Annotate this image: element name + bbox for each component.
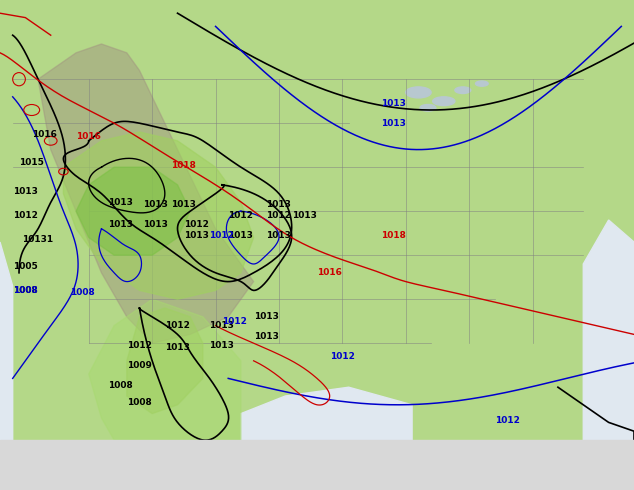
Text: 1012: 1012: [165, 321, 190, 330]
Text: 1012: 1012: [266, 211, 292, 220]
Text: 1018: 1018: [380, 231, 406, 240]
Text: 1013: 1013: [171, 200, 197, 209]
Text: 1013: 1013: [184, 231, 209, 240]
Text: 1013: 1013: [380, 99, 406, 108]
Text: 1013: 1013: [380, 119, 406, 128]
Text: 1008: 1008: [13, 286, 38, 295]
Text: 1013: 1013: [165, 343, 190, 352]
Text: 1012: 1012: [330, 352, 355, 361]
Ellipse shape: [432, 97, 455, 106]
Text: 6: 6: [86, 476, 93, 489]
Polygon shape: [63, 132, 254, 299]
Text: 1009: 1009: [127, 361, 152, 369]
Ellipse shape: [476, 81, 488, 86]
Polygon shape: [89, 299, 241, 440]
Text: 1012: 1012: [184, 220, 209, 229]
Text: 1013: 1013: [228, 231, 254, 240]
Text: 1013: 1013: [108, 198, 133, 207]
Polygon shape: [38, 44, 254, 343]
Text: 1008: 1008: [127, 398, 152, 407]
Polygon shape: [241, 387, 412, 440]
Text: Th 03-10-2024 12:00 UTC (00+180): Th 03-10-2024 12:00 UTC (00+180): [391, 451, 631, 464]
Text: 1012: 1012: [13, 211, 38, 220]
Text: 1013: 1013: [209, 341, 235, 350]
Ellipse shape: [455, 87, 470, 94]
Text: Bft: Bft: [299, 476, 321, 489]
Text: 1013: 1013: [292, 211, 317, 220]
Text: 1013: 1013: [254, 312, 279, 321]
Text: 1013: 1013: [254, 332, 279, 341]
Text: 1008: 1008: [70, 288, 95, 297]
Ellipse shape: [420, 104, 436, 111]
Polygon shape: [0, 242, 13, 440]
Polygon shape: [76, 167, 190, 255]
Polygon shape: [127, 308, 203, 414]
Text: 10131: 10131: [22, 235, 54, 245]
Text: Wind 10m: Wind 10m: [3, 476, 63, 489]
Text: 1012: 1012: [495, 416, 520, 425]
Text: 11: 11: [238, 476, 253, 489]
Text: 10: 10: [207, 476, 223, 489]
Text: 1012: 1012: [127, 341, 152, 350]
Text: 1016: 1016: [317, 269, 342, 277]
Text: 1018: 1018: [171, 161, 197, 170]
Text: 7: 7: [116, 476, 124, 489]
Text: 1015: 1015: [19, 158, 44, 167]
Text: 1013: 1013: [143, 200, 168, 209]
Text: 1016: 1016: [32, 130, 57, 139]
Text: 8: 8: [146, 476, 154, 489]
Text: 9: 9: [177, 476, 184, 489]
Text: 1013: 1013: [13, 187, 38, 196]
Text: 1013: 1013: [108, 220, 133, 229]
Text: 1012: 1012: [209, 231, 235, 240]
Text: 1013: 1013: [266, 231, 292, 240]
Ellipse shape: [406, 87, 431, 98]
Text: 1008: 1008: [13, 286, 38, 295]
Text: 1013: 1013: [266, 200, 292, 209]
Text: 1008: 1008: [108, 381, 133, 390]
Text: 1005: 1005: [13, 262, 38, 270]
Text: 12: 12: [268, 476, 283, 489]
Text: 1013: 1013: [143, 220, 168, 229]
Text: High wind areas [hPa] ECMWF: High wind areas [hPa] ECMWF: [3, 451, 205, 464]
Text: 1016: 1016: [76, 132, 101, 141]
Text: 1012: 1012: [222, 317, 247, 326]
Polygon shape: [583, 220, 634, 440]
Text: 1013: 1013: [209, 321, 235, 330]
Text: 1012: 1012: [228, 211, 254, 220]
